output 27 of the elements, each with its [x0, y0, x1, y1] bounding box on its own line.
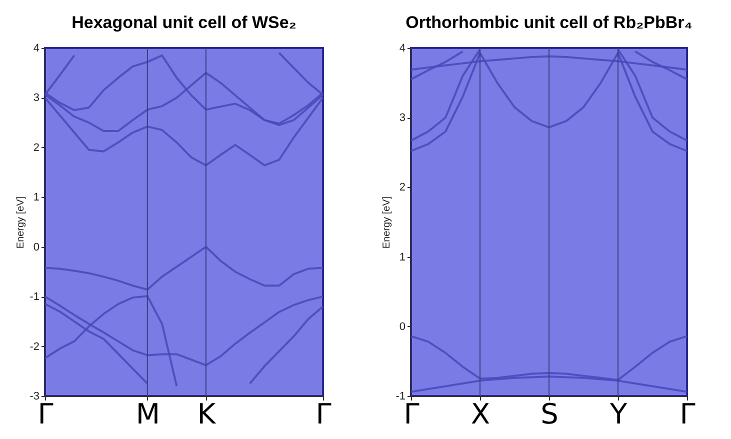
- x-tick-label: Γ: [404, 398, 420, 430]
- y-axis-title: Energy [eV]: [382, 196, 393, 249]
- y-tick-label: 3: [33, 92, 40, 104]
- chart-title: Hexagonal unit cell of WSe₂: [72, 13, 296, 32]
- y-tick-label: 2: [399, 182, 406, 194]
- y-tick-label: 1: [399, 251, 406, 264]
- y-tick-label: -1: [396, 390, 406, 402]
- x-tick-label: X: [470, 398, 490, 430]
- y-tick-label: 4: [399, 42, 406, 54]
- x-tick-label: K: [197, 398, 216, 430]
- y-tick-label: 3: [399, 112, 406, 124]
- x-tick-label: Γ: [316, 398, 332, 430]
- y-tick-label: 0: [399, 320, 406, 333]
- x-tick-label: Y: [608, 398, 628, 430]
- y-axis-title: Energy [eV]: [16, 196, 27, 249]
- chart-title: Orthorhombic unit cell of Rb₂PbBr₄: [406, 13, 692, 32]
- y-tick-label: 0: [33, 241, 40, 254]
- y-tick-label: -2: [30, 340, 40, 353]
- y-tick-label: -3: [30, 390, 40, 402]
- y-tick-label: 4: [33, 42, 40, 54]
- y-tick-label: 2: [33, 142, 40, 154]
- x-tick-label: Γ: [680, 398, 696, 430]
- x-tick-label: S: [540, 398, 558, 430]
- x-tick-label: M: [136, 398, 160, 430]
- y-tick-label: -1: [30, 291, 40, 304]
- x-tick-label: Γ: [38, 398, 54, 430]
- y-tick-label: 1: [33, 192, 40, 204]
